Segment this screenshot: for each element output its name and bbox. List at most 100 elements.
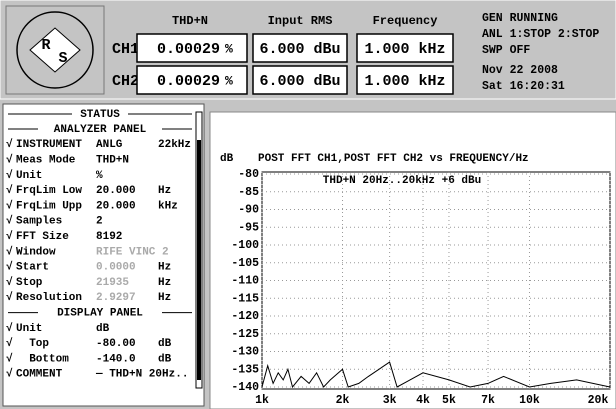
x-tick-label: 2k: [336, 394, 350, 407]
check: √: [6, 215, 13, 228]
spectrum-trace: [261, 361, 611, 389]
value-unit: %: [225, 73, 233, 88]
status-text: Nov 22 2008: [482, 64, 558, 77]
check: √: [6, 199, 13, 212]
x-tick-label: 20k: [588, 394, 609, 407]
row-value: dB: [96, 323, 110, 335]
section-title: DISPLAY PANEL: [57, 308, 143, 320]
row-unit: dB: [158, 338, 172, 350]
logo-letter: S: [58, 50, 67, 67]
row-unit: dB: [158, 353, 172, 365]
row-value: RIFE VINC 2: [96, 246, 169, 258]
check: √: [6, 291, 13, 304]
y-tick-label: -90: [238, 204, 259, 217]
panel-title: STATUS: [80, 109, 120, 121]
status-panel: [2, 103, 205, 407]
logo-letter: R: [41, 37, 50, 54]
row-label: COMMENT: [16, 369, 63, 381]
row-label: Window: [16, 246, 56, 258]
row-value: 8192: [96, 231, 122, 243]
value-box: [252, 33, 348, 63]
y-tick-label: -95: [238, 221, 259, 234]
check: √: [6, 184, 13, 197]
check: √: [6, 230, 13, 243]
value-box: [136, 65, 248, 95]
column-header: Input RMS: [268, 14, 333, 28]
y-tick-label: -105: [231, 257, 259, 270]
status-text: GEN RUNNING: [482, 12, 558, 25]
channel-label: CH1: [112, 41, 139, 58]
row-label: Unit: [16, 323, 42, 335]
row-label: Stop: [16, 277, 43, 289]
y-unit: dB: [220, 153, 234, 165]
value-box: [252, 65, 348, 95]
y-tick-label: -100: [231, 239, 259, 252]
row-value: %: [96, 170, 103, 182]
row-value: 20.000: [96, 185, 136, 197]
row-value: -80.00: [96, 338, 136, 350]
row-label: INSTRUMENT: [16, 139, 82, 151]
row-value: -140.0: [96, 353, 136, 365]
y-tick-label: -130: [231, 346, 259, 359]
section-bg: [38, 122, 162, 136]
y-tick-label: -85: [238, 186, 259, 199]
value: 1.000 kHz: [364, 41, 445, 58]
check: √: [6, 276, 13, 289]
check: √: [6, 352, 13, 365]
check: √: [6, 154, 13, 167]
value: 0.00029: [157, 73, 220, 90]
row-value: 0.0000: [96, 262, 136, 274]
y-tick-label: -110: [231, 275, 259, 288]
scroll-thumb[interactable]: [197, 140, 201, 380]
column-header: THD+N: [172, 14, 208, 28]
check: √: [6, 261, 13, 274]
status-text: SWP OFF: [482, 44, 530, 57]
y-tick-label: -140: [231, 381, 259, 394]
row-label: Meas Mode: [16, 155, 76, 167]
value-unit: %: [225, 41, 233, 56]
row-unit: Hz: [158, 185, 171, 197]
row-unit: kHz: [158, 200, 178, 212]
x-tick-label: 5k: [442, 394, 456, 407]
logo-diamond: [29, 27, 81, 73]
value: 0.00029: [157, 41, 220, 58]
value: 1.000 kHz: [364, 73, 445, 90]
check: √: [6, 245, 13, 258]
value: 6.000 dBu: [259, 41, 340, 58]
check: √: [6, 138, 13, 151]
row-value: 20.000: [96, 200, 136, 212]
graph-comment: THD+N 20Hz..20kHz +6 dBu: [323, 175, 481, 187]
row-label: Start: [16, 262, 49, 274]
row-label: Bottom: [16, 353, 69, 365]
row-unit: Hz: [158, 292, 171, 304]
value-box: [356, 65, 454, 95]
check: √: [6, 169, 13, 182]
row-label: FFT Size: [16, 231, 69, 243]
row-unit: Hz: [158, 262, 171, 274]
column-header: Frequency: [373, 14, 438, 28]
y-tick-label: -125: [231, 328, 259, 341]
x-tick-label: 4k: [416, 394, 430, 407]
x-tick-label: 7k: [481, 394, 495, 407]
y-tick-label: -120: [231, 310, 259, 323]
x-tick-label: 1k: [255, 394, 269, 407]
row-value: 2.9297: [96, 292, 136, 304]
row-label: Unit: [16, 170, 42, 182]
value: 6.000 dBu: [259, 73, 340, 90]
y-tick-label: -80: [238, 168, 259, 181]
row-value: 2: [96, 216, 103, 228]
row-label: Resolution: [16, 292, 82, 304]
row-label: FrqLim Low: [16, 185, 82, 197]
row-value: — THD+N 20Hz..: [95, 369, 188, 381]
row-label: FrqLim Upp: [16, 200, 82, 212]
row-value: THD+N: [96, 155, 129, 167]
row-label: Samples: [16, 216, 62, 228]
y-tick-label: -115: [231, 292, 259, 305]
row-value: ANLG: [96, 139, 123, 151]
logo-circle: [16, 11, 94, 89]
row-unit: Hz: [158, 277, 171, 289]
section-bg: [38, 305, 162, 320]
channel-label: CH2: [112, 73, 139, 90]
y-tick-label: -135: [231, 363, 259, 376]
